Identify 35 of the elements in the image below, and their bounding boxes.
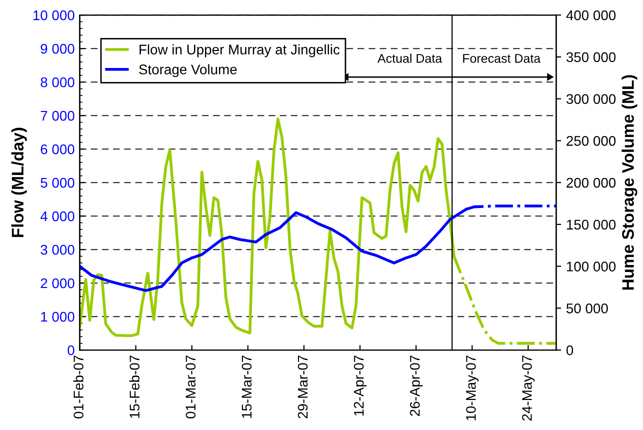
x-tick-label: 10-May-07 bbox=[466, 356, 479, 420]
y2-tick-label: 300 000 bbox=[566, 94, 616, 104]
y-tick-label: 2 000 bbox=[40, 278, 74, 288]
annotation: Actual Data bbox=[377, 54, 442, 63]
legend-label: Storage Volume bbox=[139, 64, 237, 78]
y-tick-label: 10 000 bbox=[33, 10, 74, 20]
y2-tick-label: 250 000 bbox=[566, 136, 616, 146]
y-tick-label: 7 000 bbox=[40, 110, 74, 121]
y2-tick-label: 350 000 bbox=[566, 52, 616, 62]
annotation: Forecast Data bbox=[463, 54, 541, 63]
x-tick-label: 24-May-07 bbox=[522, 356, 535, 421]
x-tick-label: 15-Feb-07 bbox=[129, 356, 140, 418]
y2-axis-title: Hume Storage Volume (ML) bbox=[622, 75, 638, 290]
x-tick-label: 01-Mar-07 bbox=[186, 356, 196, 418]
x-tick-label: 29-Mar-07 bbox=[298, 356, 308, 418]
y-tick-label: 8 000 bbox=[40, 77, 74, 88]
x-tick-label: 12-Apr-07 bbox=[354, 356, 366, 416]
x-tick-label: 01-Feb-07 bbox=[73, 356, 84, 418]
y-tick-label: 9 000 bbox=[40, 44, 74, 54]
y2-tick-label: 150 000 bbox=[566, 220, 616, 230]
y-tick-label: 1 000 bbox=[41, 312, 74, 322]
y2-tick-label: 50 000 bbox=[566, 303, 608, 314]
y2-tick-label: 200 000 bbox=[566, 178, 616, 188]
y-tick-label: 0 bbox=[68, 345, 74, 356]
y-tick-label: 6 000 bbox=[40, 144, 74, 154]
y2-tick-label: 400 000 bbox=[566, 10, 616, 20]
y-axis-title: Flow (ML/day) bbox=[11, 128, 27, 237]
legend-label: Flow in Upper Murray at Jingellic bbox=[140, 44, 340, 58]
x-tick-label: 26-Apr-07 bbox=[410, 356, 423, 416]
y2-tick-label: 100 000 bbox=[566, 262, 616, 272]
y-tick-label: 3 000 bbox=[40, 244, 74, 255]
y-tick-label: 4 000 bbox=[40, 211, 74, 222]
y2-tick-label: 0 bbox=[566, 345, 574, 356]
x-tick-label: 15-Mar-07 bbox=[242, 356, 252, 418]
y-tick-label: 5 000 bbox=[40, 178, 74, 188]
